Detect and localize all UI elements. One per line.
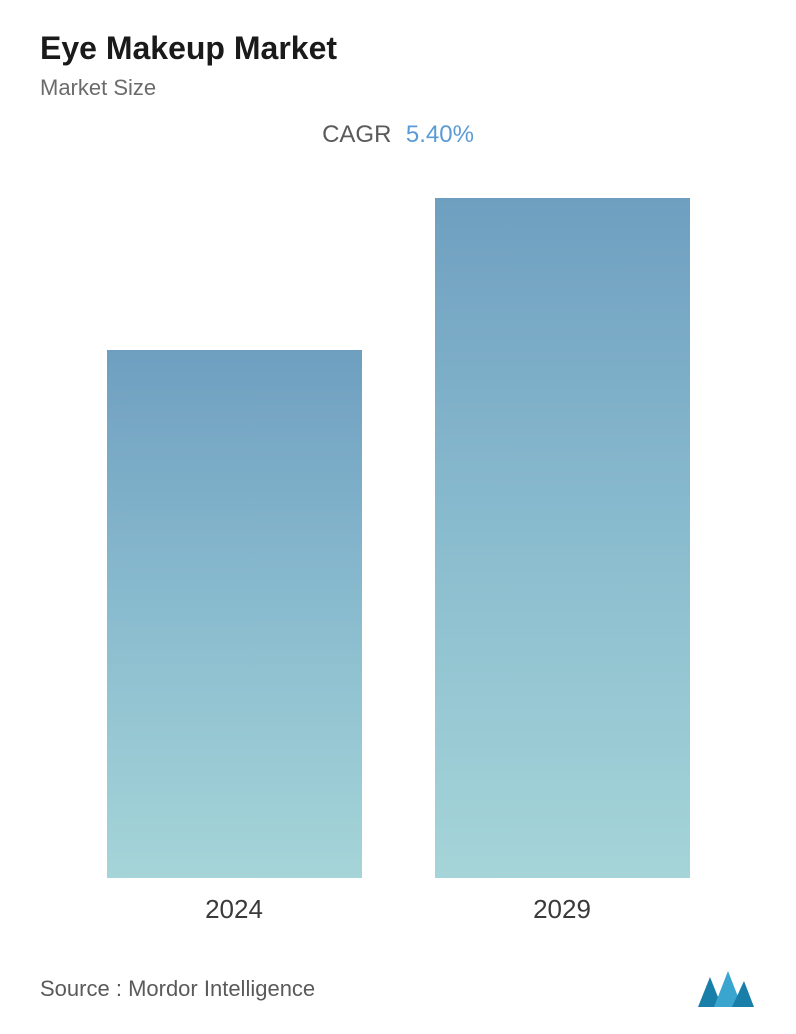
bar-label-row: 2024 2029	[40, 879, 756, 925]
bar-0	[107, 350, 362, 878]
cagr-label: CAGR	[322, 121, 391, 148]
mordor-logo-icon	[696, 969, 756, 1009]
chart-area	[40, 199, 756, 879]
source-label: Source :	[40, 976, 122, 1001]
bar-1	[435, 198, 690, 878]
footer: Source : Mordor Intelligence	[40, 969, 756, 1009]
chart-subtitle: Market Size	[40, 75, 756, 101]
cagr-row: CAGR 5.40%	[40, 121, 756, 149]
bar-label-0: 2024	[94, 894, 374, 925]
bar-group-1	[422, 198, 702, 878]
cagr-value: 5.40%	[406, 121, 474, 148]
bar-label-1: 2029	[422, 894, 702, 925]
source-name: Mordor Intelligence	[128, 976, 315, 1001]
source-text: Source : Mordor Intelligence	[40, 976, 315, 1002]
bar-group-0	[94, 350, 374, 878]
chart-title: Eye Makeup Market	[40, 30, 756, 67]
